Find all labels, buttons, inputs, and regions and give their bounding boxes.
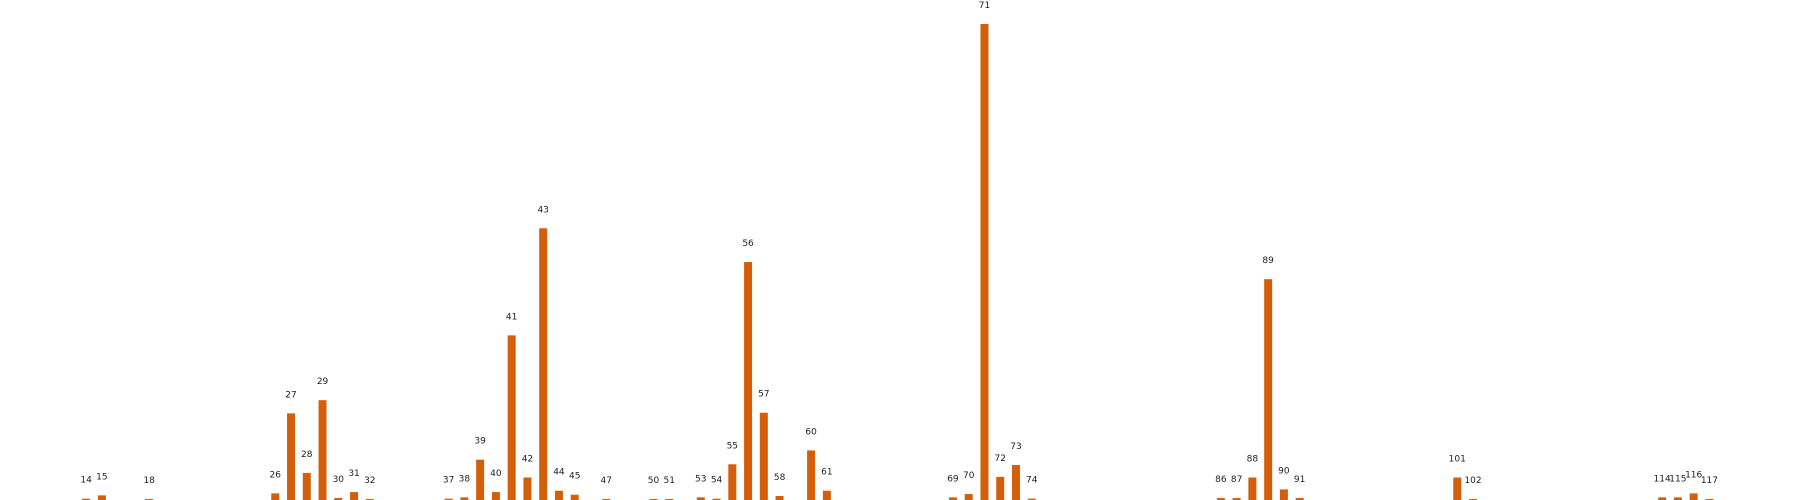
bar-31	[350, 492, 359, 500]
bar-label-47: 47	[600, 476, 611, 486]
bar-91	[1295, 498, 1304, 500]
bar-15	[97, 495, 106, 500]
bar-61	[822, 490, 831, 500]
bar-label-57: 57	[758, 390, 769, 400]
bar-label-44: 44	[553, 468, 565, 478]
bar-28	[302, 472, 311, 500]
bar-54	[712, 498, 721, 500]
bar-label-27: 27	[285, 390, 296, 400]
bar-label-71: 71	[979, 1, 990, 11]
bar-73	[1011, 464, 1020, 500]
bar-label-40: 40	[490, 469, 502, 479]
bar-90	[1279, 489, 1288, 500]
bar-label-31: 31	[348, 469, 359, 479]
bar-60	[807, 450, 816, 500]
bars-group	[82, 24, 1714, 500]
bar-label-73: 73	[1010, 442, 1021, 452]
bar-label-28: 28	[301, 450, 313, 460]
bar-label-43: 43	[537, 205, 548, 215]
bar-label-115: 115	[1669, 474, 1686, 484]
bar-label-101: 101	[1449, 455, 1466, 465]
bar-71	[980, 24, 989, 500]
bar-label-30: 30	[333, 475, 345, 485]
bar-label-15: 15	[96, 472, 107, 482]
bar-89	[1264, 279, 1273, 500]
bar-45	[570, 494, 579, 500]
bar-label-50: 50	[648, 476, 660, 486]
bar-38	[460, 497, 469, 500]
bar-label-61: 61	[821, 468, 832, 478]
bar-41	[507, 335, 516, 500]
bar-label-89: 89	[1262, 256, 1274, 266]
bar-label-69: 69	[947, 474, 959, 484]
bar-115	[1673, 497, 1682, 500]
bar-label-41: 41	[506, 312, 517, 322]
bar-label-39: 39	[474, 437, 486, 447]
bar-label-55: 55	[727, 441, 738, 451]
bar-39	[476, 459, 485, 500]
bar-label-74: 74	[1026, 476, 1038, 486]
bar-14	[82, 498, 91, 500]
bar-label-117: 117	[1701, 476, 1718, 486]
bar-label-91: 91	[1294, 475, 1305, 485]
bar-label-42: 42	[522, 455, 533, 465]
bar-label-45: 45	[569, 472, 580, 482]
bar-label-70: 70	[963, 471, 975, 481]
bar-27	[287, 413, 296, 500]
bar-56	[744, 262, 753, 500]
bar-label-51: 51	[664, 476, 675, 486]
bar-57	[759, 412, 768, 500]
bar-74	[1027, 498, 1036, 500]
bar-label-32: 32	[364, 476, 375, 486]
bar-label-88: 88	[1247, 455, 1259, 465]
bar-86	[1216, 498, 1225, 500]
bar-label-56: 56	[742, 239, 754, 249]
bar-37	[444, 498, 453, 500]
bar-101	[1453, 477, 1462, 500]
bar-label-14: 14	[80, 476, 92, 486]
bar-label-86: 86	[1215, 475, 1227, 485]
bar-114	[1658, 497, 1667, 500]
bar-26	[271, 493, 280, 500]
bar-116	[1689, 493, 1698, 500]
bar-29	[318, 400, 327, 500]
bar-label-53: 53	[695, 474, 706, 484]
bar-label-114: 114	[1654, 474, 1671, 484]
bar-69	[948, 497, 957, 500]
bar-label-58: 58	[774, 473, 786, 483]
bar-label-38: 38	[459, 474, 471, 484]
bar-42	[523, 477, 532, 500]
bar-44	[554, 490, 563, 500]
bar-label-29: 29	[317, 377, 329, 387]
bar-label-60: 60	[805, 427, 817, 437]
bar-43	[539, 228, 548, 500]
bar-70	[964, 494, 973, 500]
bar-53	[696, 497, 705, 500]
bar-55	[728, 464, 737, 500]
bar-58	[775, 496, 784, 500]
bar-label-102: 102	[1464, 476, 1481, 486]
bar-label-116: 116	[1685, 470, 1702, 480]
bar-label-18: 18	[143, 476, 155, 486]
bar-72	[996, 476, 1005, 500]
bar-label-90: 90	[1278, 466, 1290, 476]
bar-87	[1232, 498, 1241, 500]
bar-88	[1248, 477, 1257, 500]
bar-40	[491, 492, 500, 500]
bar-30	[334, 498, 343, 500]
bar-label-37: 37	[443, 476, 454, 486]
bar-label-26: 26	[270, 470, 282, 480]
bar-label-87: 87	[1231, 475, 1242, 485]
bar-label-72: 72	[994, 454, 1005, 464]
bar-label-54: 54	[711, 476, 723, 486]
